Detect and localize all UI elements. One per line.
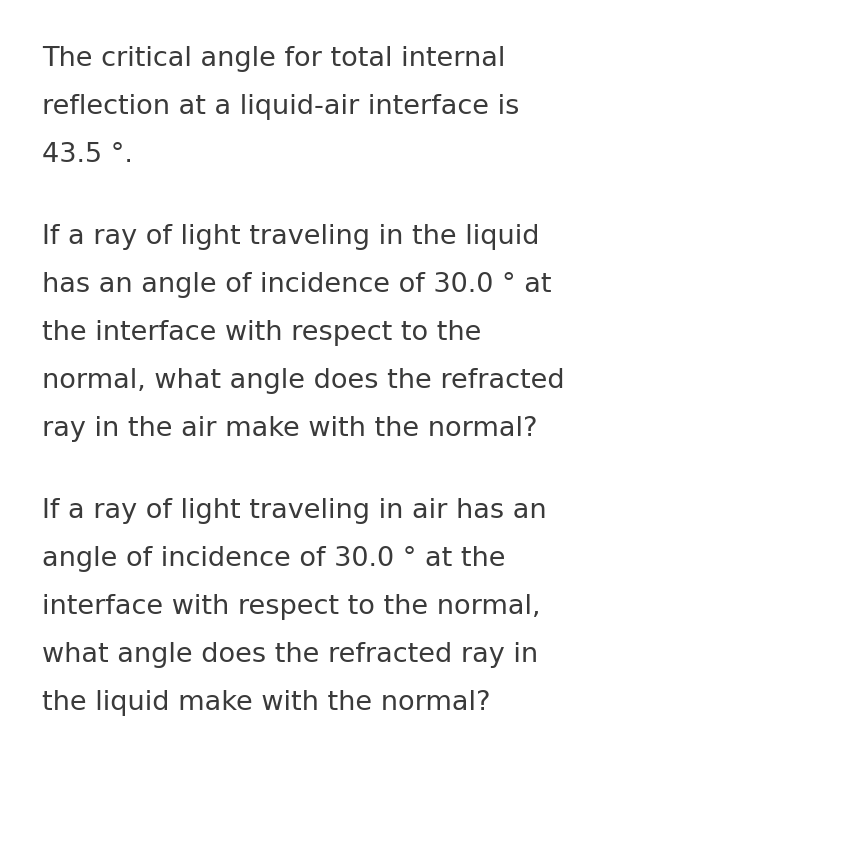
Text: reflection at a liquid-air interface is: reflection at a liquid-air interface is bbox=[42, 94, 519, 120]
Text: 43.5 °.: 43.5 °. bbox=[42, 142, 133, 168]
Text: interface with respect to the normal,: interface with respect to the normal, bbox=[42, 594, 541, 620]
Text: normal, what angle does the refracted: normal, what angle does the refracted bbox=[42, 368, 564, 394]
Text: angle of incidence of 30.0 ° at the: angle of incidence of 30.0 ° at the bbox=[42, 546, 506, 572]
Text: the liquid make with the normal?: the liquid make with the normal? bbox=[42, 690, 490, 716]
Text: has an angle of incidence of 30.0 ° at: has an angle of incidence of 30.0 ° at bbox=[42, 272, 552, 298]
Text: the interface with respect to the: the interface with respect to the bbox=[42, 320, 481, 346]
Text: ray in the air make with the normal?: ray in the air make with the normal? bbox=[42, 416, 537, 442]
Text: If a ray of light traveling in air has an: If a ray of light traveling in air has a… bbox=[42, 498, 547, 524]
Text: what angle does the refracted ray in: what angle does the refracted ray in bbox=[42, 642, 538, 668]
Text: The critical angle for total internal: The critical angle for total internal bbox=[42, 46, 506, 72]
Text: If a ray of light traveling in the liquid: If a ray of light traveling in the liqui… bbox=[42, 224, 540, 250]
